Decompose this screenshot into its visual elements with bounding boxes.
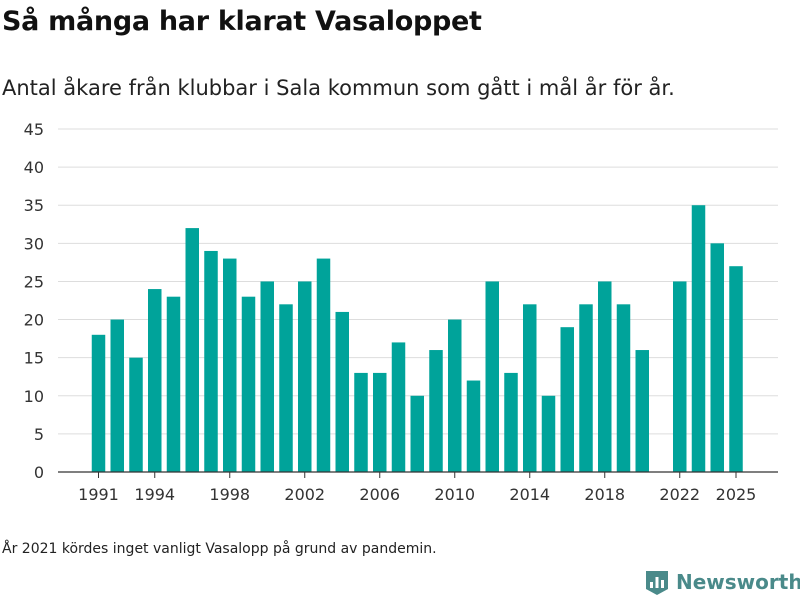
y-tick-label: 5 (34, 425, 44, 444)
y-tick-label: 10 (24, 387, 44, 406)
x-tick-label: 2025 (716, 485, 757, 504)
bar (616, 304, 631, 472)
bar (523, 304, 537, 472)
bar (148, 289, 162, 472)
x-tick-label: 2022 (659, 485, 700, 504)
bar (166, 296, 181, 472)
bar (185, 228, 199, 472)
brand-name: Newsworthy (676, 570, 800, 594)
bar (691, 205, 706, 472)
x-tick-label: 2006 (359, 485, 400, 504)
bar (298, 281, 312, 472)
bar (598, 281, 612, 472)
bar (710, 243, 724, 472)
brand: Newsworthy (644, 568, 800, 596)
y-tick-label: 25 (24, 272, 44, 291)
bar (129, 357, 143, 472)
x-tick-label: 1991 (78, 485, 119, 504)
x-tick-label: 2014 (509, 485, 550, 504)
y-tick-label: 20 (24, 311, 44, 330)
bar (429, 350, 443, 472)
y-tick-label: 45 (24, 120, 44, 139)
x-tick-label: 2002 (284, 485, 325, 504)
footnote: År 2021 kördes inget vanligt Vasalopp på… (2, 541, 437, 557)
y-tick-label: 35 (24, 196, 44, 215)
y-tick-label: 15 (24, 349, 44, 368)
bar (541, 395, 556, 472)
bar (448, 319, 462, 472)
bar (579, 304, 593, 472)
bar (316, 258, 331, 472)
bar (91, 334, 106, 472)
bar (260, 281, 274, 472)
bar (504, 372, 518, 472)
x-tick-label: 2018 (584, 485, 625, 504)
bar (410, 395, 424, 472)
bar (391, 342, 406, 472)
x-tick-label: 1994 (134, 485, 175, 504)
bar (241, 296, 256, 472)
bar (635, 350, 649, 472)
bar (466, 380, 481, 472)
bar (673, 281, 687, 472)
chart-title: Så många har klarat Vasaloppet (2, 6, 482, 37)
x-tick-label: 2010 (434, 485, 475, 504)
bar (279, 304, 293, 472)
y-tick-label: 40 (24, 158, 44, 177)
bar (335, 311, 349, 472)
bar (373, 372, 387, 472)
x-tick-label: 1998 (209, 485, 250, 504)
bar (485, 281, 499, 472)
bar (110, 319, 124, 472)
bar (204, 250, 218, 472)
bar (729, 266, 743, 472)
bar (560, 327, 574, 472)
newsworthy-logo-icon (646, 571, 668, 595)
chart-subtitle: Antal åkare från klubbar i Sala kommun s… (2, 76, 675, 100)
y-tick-label: 0 (34, 463, 44, 482)
bar (354, 372, 368, 472)
y-tick-label: 30 (24, 234, 44, 253)
bar (223, 258, 237, 472)
